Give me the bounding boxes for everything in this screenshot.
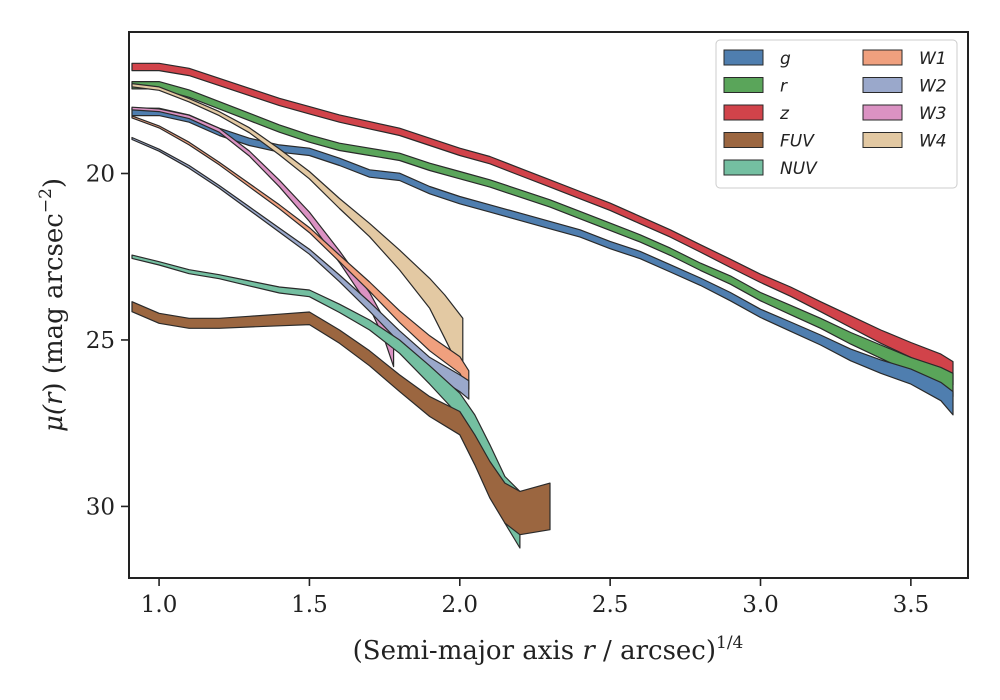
legend-label-nuv: NUV [780,159,818,179]
legend-swatch-z [723,104,764,121]
legend-swatch-w1 [862,49,903,66]
y-axis-label: μ(r) (mag arcsec−2) [36,178,69,432]
x-tick-label: 1.0 [141,592,178,618]
legend-label-w4: W4 [919,132,947,152]
x-tick-label: 3.0 [742,592,779,618]
legend-swatch-r [723,77,764,93]
legend-label-g: g [780,49,791,69]
series-band-nuv [131,254,521,549]
x-axis-label: (Semi-major axis r / arcsec)1/4 [353,633,744,666]
x-tick-label: 2.0 [441,592,478,618]
y-tick-label: 30 [86,494,115,520]
series-band-w3 [131,106,395,368]
legend-label-fuv: FUV [780,132,815,152]
legend-swatch-fuv [723,132,764,148]
series-band-fuv [131,301,551,536]
legend-label-r: r [780,77,788,97]
legend-swatch-w3 [862,104,903,121]
legend-swatch-g [723,49,764,66]
legend-label-z: z [779,104,790,124]
legend-swatch-nuv [723,159,764,176]
legend-swatch-w2 [862,77,903,93]
y-tick-label: 25 [86,328,115,354]
x-tick-label: 3.5 [893,592,930,618]
plot-frame [128,31,969,579]
legend-label-w2: W2 [919,77,947,97]
x-tick-label: 1.5 [291,592,328,618]
legend-label-w1: W1 [919,49,947,69]
legend: grz FUV NUV W1 W2 W3 W4 [715,39,958,189]
legend-label-w3: W3 [919,104,947,124]
ticks-layer: 1.0 1.5 2.0 2.5 3.0 3.5 20 25 30 [86,161,929,618]
y-tick-label: 20 [86,161,115,187]
series-layer [131,62,954,549]
series-band-g [131,107,954,416]
legend-swatch-w4 [862,132,903,148]
x-tick-label: 2.5 [592,592,629,618]
